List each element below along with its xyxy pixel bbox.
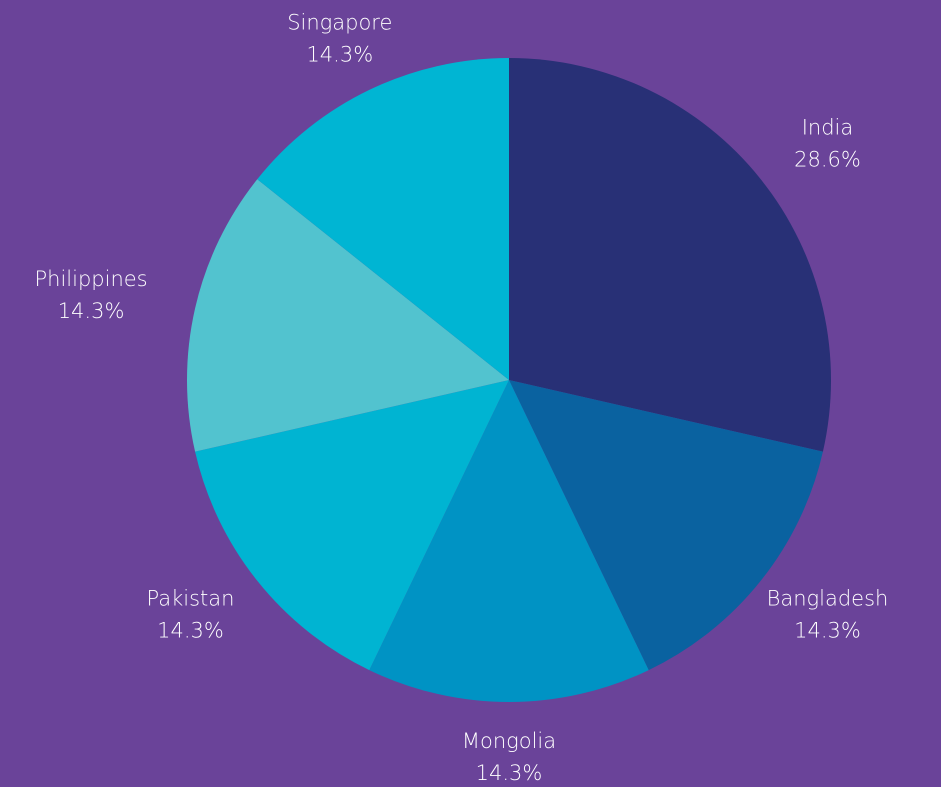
pie-slice	[257, 58, 509, 380]
pie-slice	[187, 179, 509, 452]
slice-value-label: 28.6%	[794, 147, 861, 171]
slice-value-label: 14.3%	[306, 42, 373, 66]
slice-label: Philippines	[34, 267, 147, 291]
pie-slice	[369, 380, 649, 703]
slice-value-label: 14.3%	[476, 761, 543, 785]
slice-value-label: 14.3%	[58, 299, 125, 323]
pie-slice	[509, 58, 831, 452]
slice-label: India	[802, 115, 854, 139]
slice-label: Singapore	[287, 10, 392, 34]
slice-value-label: 14.3%	[157, 619, 224, 643]
slice-label: Pakistan	[147, 587, 235, 611]
pie-slice	[509, 380, 823, 671]
slice-label: Bangladesh	[767, 587, 889, 611]
pie-slice	[195, 380, 509, 671]
slice-label: Mongolia	[462, 729, 556, 753]
slice-value-label: 14.3%	[794, 619, 861, 643]
